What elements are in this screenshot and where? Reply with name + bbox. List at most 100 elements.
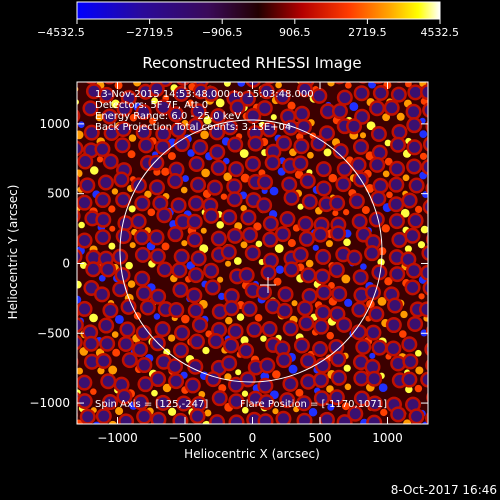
- bp-peak: [225, 316, 233, 325]
- bp-trough: [407, 281, 419, 293]
- bp-peak: [127, 280, 136, 288]
- bp-trough: [63, 378, 74, 389]
- bp-trough: [244, 229, 256, 241]
- bp-trough: [285, 322, 297, 334]
- bp-trough: [315, 374, 327, 386]
- bp-trough: [277, 413, 289, 424]
- bp-peak: [275, 82, 282, 89]
- bp-trough: [88, 252, 100, 264]
- bp-trough: [265, 255, 277, 267]
- bp-trough: [118, 230, 130, 242]
- bp-peak: [360, 263, 367, 270]
- bp-peak: [153, 313, 161, 320]
- bp-peak: [149, 117, 157, 125]
- crosshair-marker: [260, 277, 276, 293]
- bp-peak: [435, 259, 441, 265]
- bp-trough: [223, 211, 235, 223]
- bp-peak: [147, 208, 156, 217]
- bp-peak: [274, 244, 284, 253]
- bp-peak: [399, 330, 407, 338]
- bp-trough: [170, 108, 182, 120]
- bp-trough: [406, 230, 418, 242]
- bp-peak: [415, 366, 424, 375]
- bp-trough: [77, 143, 82, 154]
- y-axis: −1000 −500 0 500 1000: [29, 117, 428, 410]
- bp-trough: [279, 305, 291, 317]
- bp-trough: [205, 88, 217, 100]
- bp-trough: [334, 71, 345, 82]
- bp-trough: [63, 270, 74, 281]
- bp-trough: [205, 265, 217, 277]
- bp-trough: [133, 215, 145, 227]
- bp-peak: [436, 294, 443, 301]
- bp-trough: [86, 212, 98, 224]
- bp-trough: [84, 326, 96, 338]
- bp-trough: [422, 374, 428, 386]
- bp-ring: [425, 411, 428, 424]
- bp-peak: [269, 186, 279, 196]
- y-axis-label: Heliocentric Y (arcsec): [6, 185, 20, 320]
- bp-trough: [86, 127, 98, 139]
- bp-trough: [339, 163, 351, 175]
- bp-peak: [78, 221, 85, 229]
- bp-ring: [421, 159, 428, 175]
- bp-trough: [392, 408, 404, 420]
- bp-trough: [100, 176, 112, 188]
- bp-trough: [106, 127, 118, 139]
- bp-trough: [261, 85, 273, 97]
- bp-trough: [404, 194, 416, 206]
- bp-peak: [359, 132, 367, 139]
- bp-trough: [409, 318, 421, 330]
- bp-peak: [341, 402, 350, 411]
- bp-trough: [315, 321, 327, 333]
- x-tick-label: 1000: [372, 431, 403, 445]
- bp-peak: [223, 172, 233, 182]
- bp-trough: [140, 86, 152, 98]
- bp-peak: [400, 208, 410, 218]
- bp-trough: [317, 359, 329, 371]
- bp-trough: [355, 372, 367, 384]
- bp-trough: [261, 360, 273, 372]
- bp-trough: [101, 338, 113, 350]
- bp-trough: [157, 128, 169, 140]
- bp-trough: [248, 324, 260, 336]
- bp-ring: [422, 136, 428, 152]
- bp-peak: [275, 265, 285, 274]
- bp-peak: [108, 205, 116, 213]
- bp-trough: [123, 68, 134, 79]
- bp-trough: [374, 180, 386, 192]
- bp-ring: [60, 376, 76, 392]
- y-tick-label: 500: [47, 187, 70, 201]
- bp-trough: [410, 215, 422, 227]
- bp-trough: [169, 175, 181, 187]
- bp-trough: [331, 308, 343, 320]
- bp-trough: [403, 374, 415, 386]
- bp-trough: [152, 373, 164, 385]
- bp-trough: [189, 234, 201, 246]
- bp-peak: [181, 314, 190, 324]
- annotation-energy-range: Energy Range: 6.0 - 25.0 keV: [95, 111, 241, 122]
- bp-trough: [430, 210, 441, 221]
- bp-peak: [328, 173, 338, 183]
- bp-trough: [230, 379, 242, 391]
- bp-trough: [353, 159, 365, 171]
- bp-trough: [137, 249, 149, 261]
- bp-peak: [128, 134, 137, 142]
- bp-trough: [242, 211, 254, 223]
- bp-peak: [270, 426, 279, 435]
- y-tick-label: 0: [62, 256, 70, 270]
- bp-peak: [422, 191, 428, 198]
- bp-peak: [439, 193, 447, 201]
- bp-trough: [124, 354, 136, 366]
- bp-trough: [225, 302, 237, 314]
- bp-trough: [317, 307, 329, 319]
- bp-ring: [422, 102, 428, 118]
- bp-trough: [351, 195, 363, 207]
- bp-peak: [400, 310, 408, 319]
- bp-trough: [135, 396, 147, 408]
- bp-trough: [313, 90, 325, 102]
- bp-trough: [136, 197, 148, 209]
- bp-peak: [200, 130, 209, 140]
- bp-trough: [190, 120, 202, 132]
- bp-trough: [86, 356, 98, 368]
